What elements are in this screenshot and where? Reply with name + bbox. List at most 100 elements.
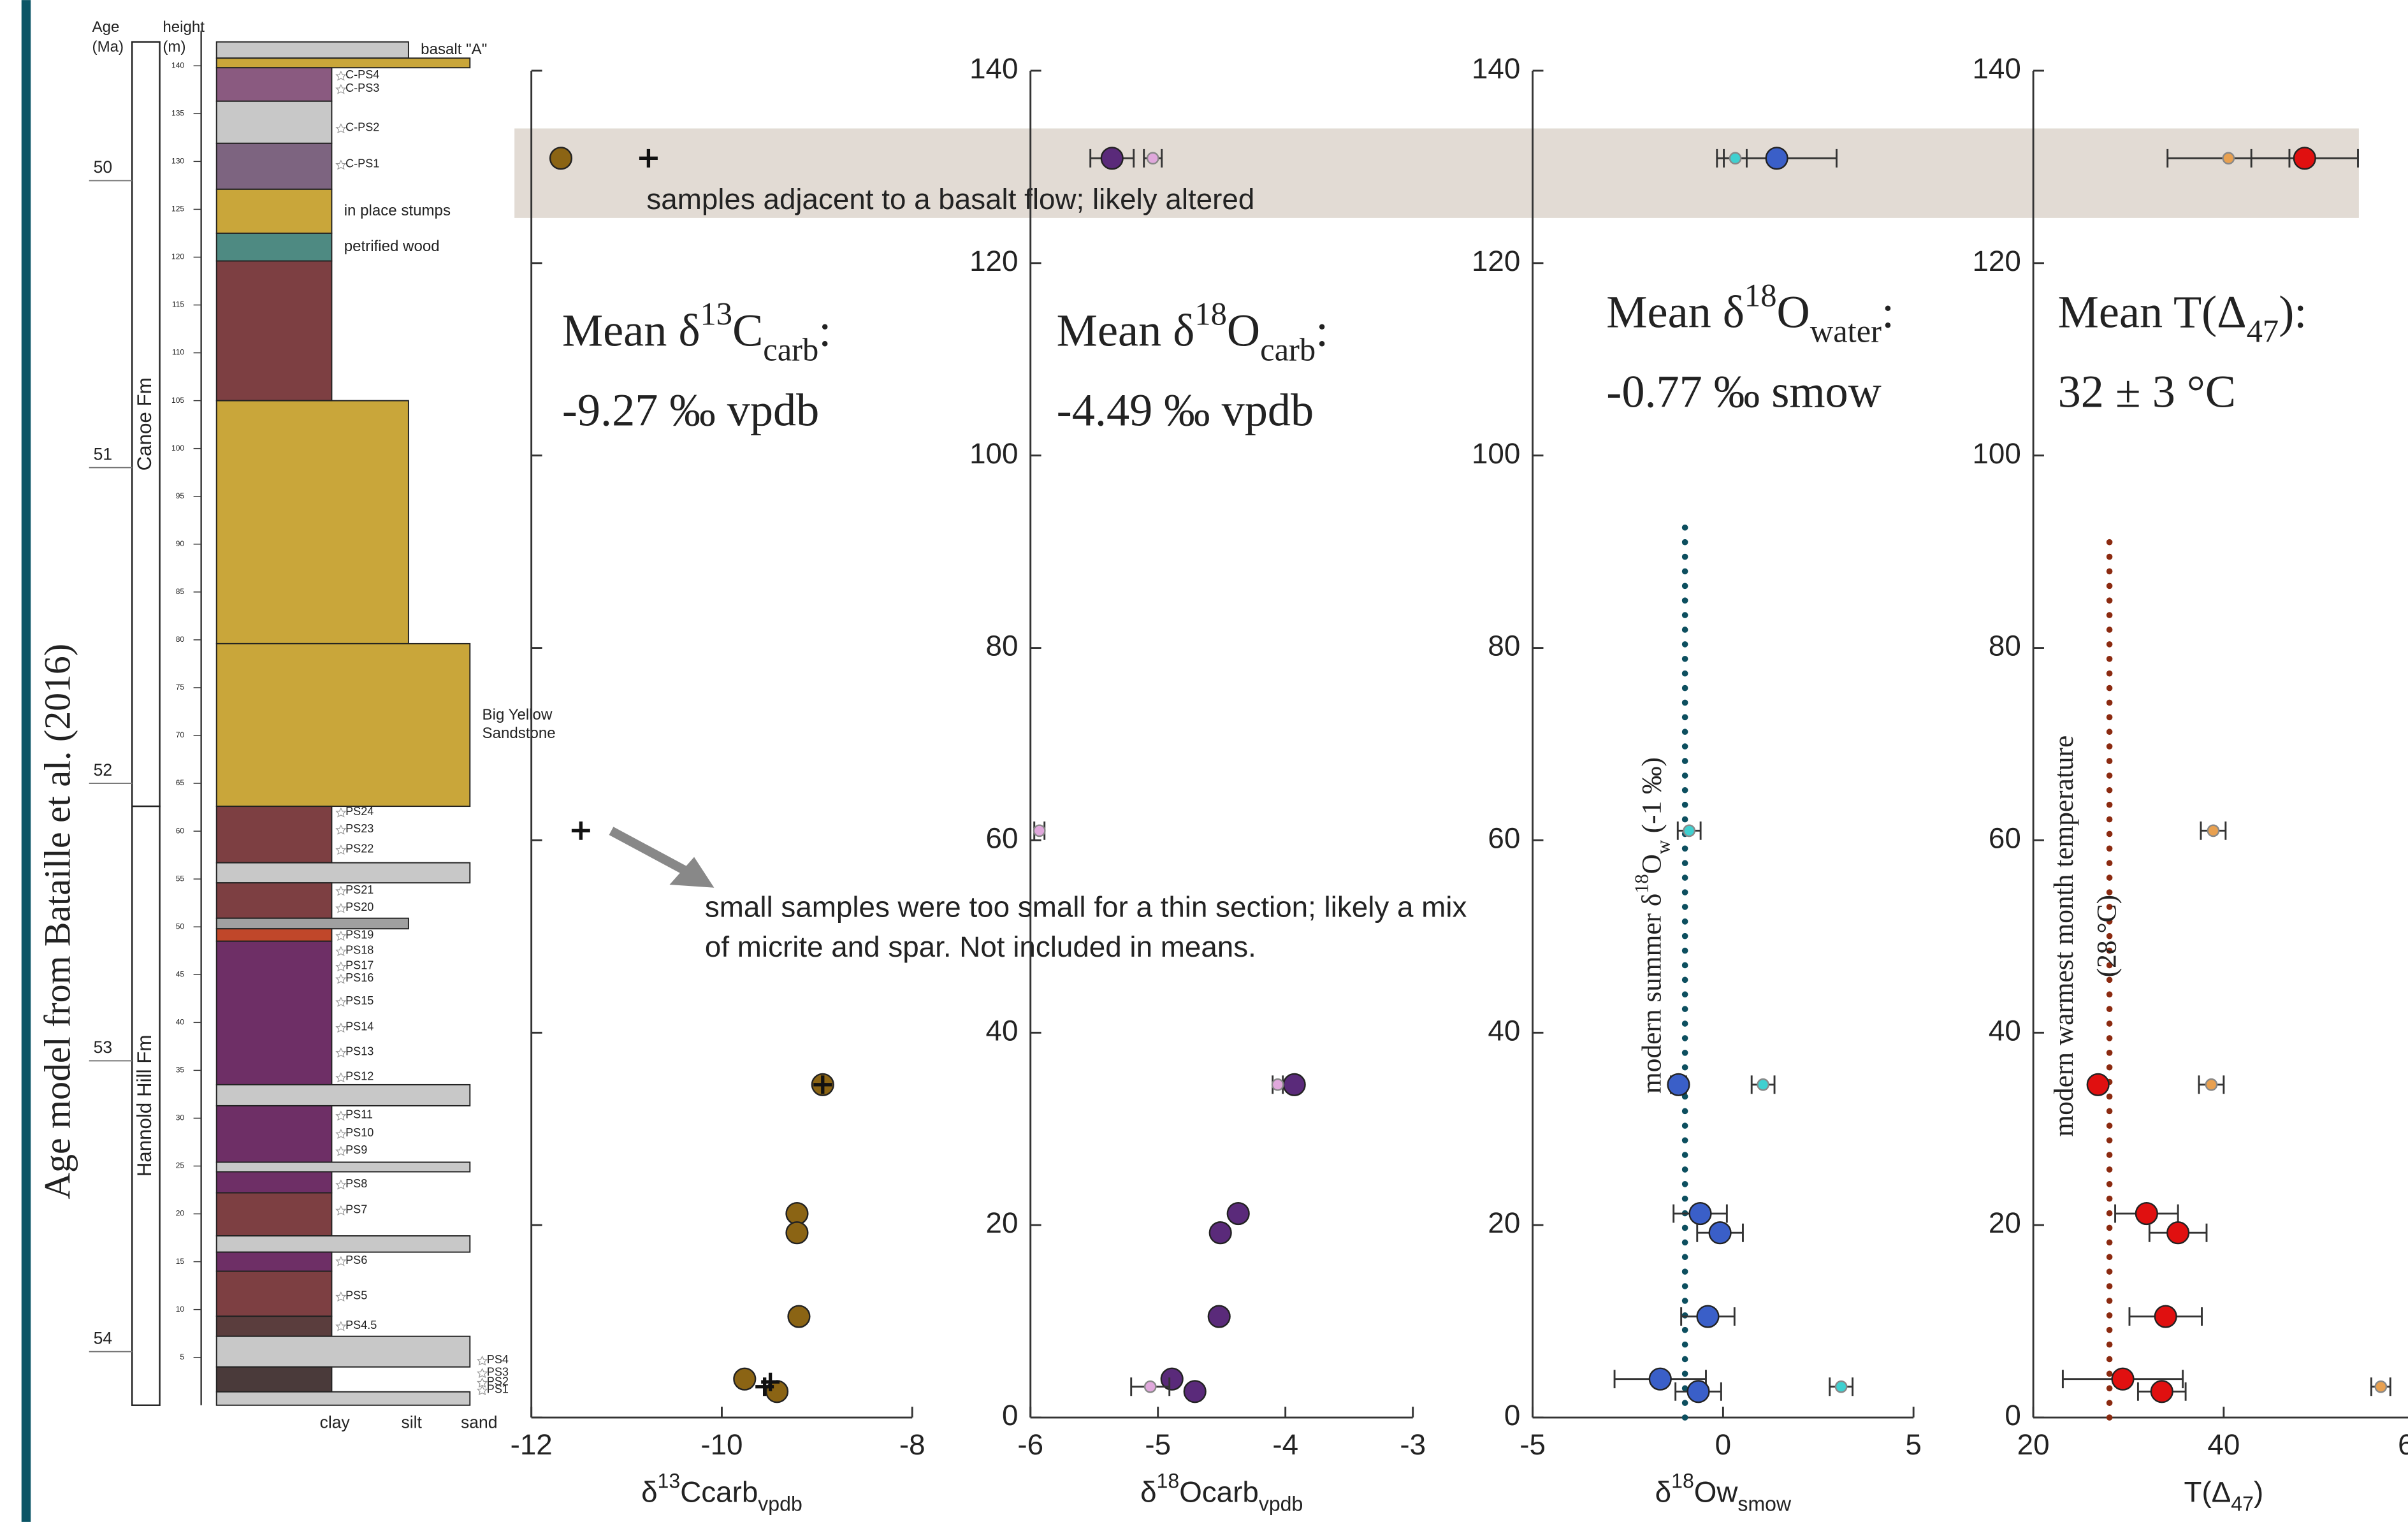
y-tick-label: 140 [969,52,1018,85]
data-point [1730,153,1741,164]
band-label: samples adjacent to a basalt flow; likel… [646,183,1254,215]
x-axis-label-part: δ [641,1476,657,1509]
height-tick-label: 40 [176,1018,185,1027]
data-point [1697,1306,1719,1328]
data-point [1210,1222,1231,1243]
figure: Age model from Bataille et al. (2016) Ag… [0,0,2408,1522]
y-tick-label: 20 [1488,1207,1520,1239]
age-tick-label: 52 [94,760,112,779]
layer [217,929,332,941]
column-header: Age [92,18,120,36]
height-tick-label: 50 [176,922,185,931]
x-axis-label-part: vpdb [1259,1493,1303,1516]
x-tick-label: -5 [1145,1428,1171,1461]
sample-label: C-PS2 [345,121,379,134]
mean-label-part: Mean δ [1606,286,1744,337]
height-tick-label: 105 [171,396,184,405]
mean-value: -0.77 ‰ smow [1606,366,1882,417]
data-point [1184,1381,1206,1402]
x-tick-label: -3 [1400,1428,1426,1461]
small-sample-note: of micrite and spar. Not included in mea… [705,931,1256,963]
layer [217,68,332,101]
mean-label-part: carb [1260,331,1316,367]
layer [217,1337,470,1367]
height-tick-label: 20 [176,1209,185,1218]
y-tick-label: 0 [1504,1399,1520,1431]
height-tick-label: 60 [176,826,185,835]
height-tick-label: 15 [176,1257,185,1266]
reference-label: (28 °C) [2092,895,2122,977]
x-tick-label: 40 [2207,1428,2240,1461]
y-tick-label: 120 [1472,245,1520,277]
layer [217,1392,470,1405]
data-point [1650,1368,1671,1390]
height-tick-label: 140 [171,61,184,69]
height-tick-label: 110 [172,348,184,357]
height-tick-label: 45 [176,969,185,978]
data-point [1757,1079,1768,1090]
data-point [1690,1203,1711,1224]
x-axis-label-part: 18 [1671,1470,1694,1493]
sample-label: PS17 [345,959,374,972]
sample-label: PS15 [345,994,374,1007]
data-point [1766,147,1788,169]
sample-label: PS8 [345,1177,367,1190]
data-point [2136,1203,2158,1224]
mean-label-part: 18 [1194,296,1227,331]
x-axis-label-part: 47 [2231,1493,2254,1516]
x-axis-label-part: 13 [658,1470,681,1493]
y-tick-label: 60 [1488,822,1520,855]
reference-label-part: modern warmest month temperature [2049,736,2079,1137]
sample-label: PS20 [345,901,374,913]
data-point [1228,1203,1249,1224]
layer [217,42,409,59]
layer [217,644,470,806]
layer [217,806,332,863]
layer [217,941,332,1085]
sample-label: PS21 [345,883,374,896]
age-tick-label: 50 [94,157,112,177]
layer-label: Big YellowSandstone [482,706,556,742]
y-tick-label: 100 [969,437,1018,470]
reference-label: modern warmest month temperature [2049,736,2079,1137]
sample-label: PS4.5 [345,1319,377,1331]
layer [217,1085,470,1106]
small-sample-note: small samples were too small for a thin … [705,891,1467,924]
layer [217,143,332,189]
sample-label: PS23 [345,822,374,835]
mean-label-part: O [1777,286,1810,337]
data-point [1668,1074,1690,1096]
x-tick-label: -8 [899,1428,925,1461]
mean-value: 32 ± 3 °C [2058,366,2236,417]
mean-label-part: C [732,305,763,356]
layer [217,261,332,400]
height-tick-label: 90 [176,539,185,548]
layer [217,1171,332,1192]
layer [217,1272,332,1317]
height-tick-label: 5 [180,1352,184,1361]
height-tick-label: 135 [171,108,184,117]
y-tick-label: 40 [986,1014,1019,1047]
data-point [2206,1079,2217,1090]
x-tick-label: -6 [1017,1428,1043,1461]
layer [217,101,332,143]
reference-label-part: w [1652,840,1674,854]
data-point [1688,1381,1709,1402]
x-axis-label-part: Ccarb [680,1476,758,1509]
page: Age model from Bataille et al. (2016) Ag… [0,0,2408,1522]
height-tick-label: 65 [176,778,185,787]
x-tick-label: 20 [2017,1428,2050,1461]
height-tick-label: 70 [176,730,185,739]
mean-label-part: : [1316,305,1328,356]
x-axis-label-part: 18 [1157,1470,1180,1493]
reference-label-part: (-1 ‰) [1636,757,1667,840]
x-tick-label: -4 [1272,1428,1298,1461]
height-tick-label: 130 [171,157,184,166]
height-tick-label: 30 [176,1113,185,1122]
layer [217,918,409,929]
height-tick-label: 125 [171,205,184,214]
layer [217,883,332,918]
reference-label-part: 18 [1630,874,1652,893]
sample-label: C-PS3 [345,82,379,94]
mean-label-part: : [818,305,831,356]
